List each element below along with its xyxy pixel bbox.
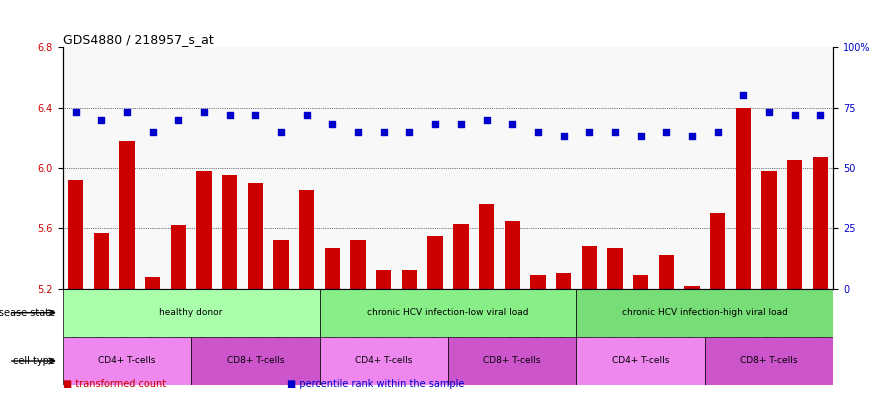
Bar	[299, 191, 314, 288]
Point	[582, 129, 597, 135]
FancyBboxPatch shape	[63, 337, 191, 385]
Text: CD8+ T-cells: CD8+ T-cells	[740, 356, 797, 365]
Point	[376, 129, 391, 135]
Point	[685, 133, 699, 140]
Bar	[659, 255, 674, 288]
Bar	[453, 224, 469, 288]
Point	[222, 112, 237, 118]
Bar	[762, 171, 777, 288]
Bar	[68, 180, 83, 288]
FancyBboxPatch shape	[320, 288, 576, 337]
FancyBboxPatch shape	[191, 337, 320, 385]
Text: disease state: disease state	[0, 308, 55, 318]
Bar	[119, 141, 134, 288]
Bar	[530, 275, 546, 288]
Bar	[401, 270, 418, 288]
Point	[453, 121, 468, 128]
Point	[556, 133, 571, 140]
Text: CD4+ T-cells: CD4+ T-cells	[99, 356, 156, 365]
FancyBboxPatch shape	[576, 337, 705, 385]
Point	[402, 129, 417, 135]
Text: CD4+ T-cells: CD4+ T-cells	[612, 356, 669, 365]
Point	[737, 92, 751, 99]
Point	[530, 129, 545, 135]
Bar	[376, 270, 392, 288]
FancyBboxPatch shape	[63, 288, 320, 337]
Text: chronic HCV infection-low viral load: chronic HCV infection-low viral load	[367, 308, 529, 317]
Point	[788, 112, 802, 118]
Bar	[556, 274, 572, 288]
Bar	[478, 204, 495, 288]
Bar	[93, 233, 109, 288]
Point	[171, 116, 185, 123]
Bar	[504, 221, 520, 288]
Point	[325, 121, 340, 128]
Bar	[324, 248, 340, 288]
Text: CD8+ T-cells: CD8+ T-cells	[227, 356, 284, 365]
Bar	[350, 240, 366, 288]
FancyBboxPatch shape	[320, 337, 448, 385]
Point	[814, 112, 828, 118]
Point	[428, 121, 443, 128]
Text: ■ percentile rank within the sample: ■ percentile rank within the sample	[287, 379, 464, 389]
Bar	[273, 240, 289, 288]
Text: CD4+ T-cells: CD4+ T-cells	[355, 356, 412, 365]
Bar	[736, 108, 751, 288]
Text: chronic HCV infection-high viral load: chronic HCV infection-high viral load	[622, 308, 788, 317]
Bar	[685, 286, 700, 288]
Bar	[145, 277, 160, 288]
Point	[248, 112, 263, 118]
Point	[197, 109, 211, 116]
Bar	[247, 183, 263, 288]
Text: ■ transformed count: ■ transformed count	[63, 379, 166, 389]
Point	[120, 109, 134, 116]
Bar	[607, 248, 623, 288]
Point	[659, 129, 674, 135]
Bar	[582, 246, 597, 288]
FancyBboxPatch shape	[448, 337, 576, 385]
Point	[94, 116, 108, 123]
Point	[505, 121, 520, 128]
Point	[711, 129, 725, 135]
Point	[299, 112, 314, 118]
Text: GDS4880 / 218957_s_at: GDS4880 / 218957_s_at	[63, 33, 213, 46]
Text: cell type: cell type	[13, 356, 55, 366]
Bar	[196, 171, 211, 288]
Bar	[787, 160, 803, 288]
Bar	[633, 275, 649, 288]
Text: CD8+ T-cells: CD8+ T-cells	[484, 356, 541, 365]
Point	[633, 133, 648, 140]
Bar	[710, 213, 726, 288]
Point	[274, 129, 289, 135]
Point	[145, 129, 159, 135]
Point	[68, 109, 82, 116]
Bar	[813, 157, 828, 288]
Point	[479, 116, 494, 123]
FancyBboxPatch shape	[705, 337, 833, 385]
Point	[351, 129, 366, 135]
Bar	[222, 175, 237, 288]
Text: healthy donor: healthy donor	[159, 308, 223, 317]
FancyBboxPatch shape	[576, 288, 833, 337]
Point	[762, 109, 776, 116]
Bar	[427, 236, 443, 288]
Point	[607, 129, 622, 135]
Bar	[170, 225, 186, 288]
